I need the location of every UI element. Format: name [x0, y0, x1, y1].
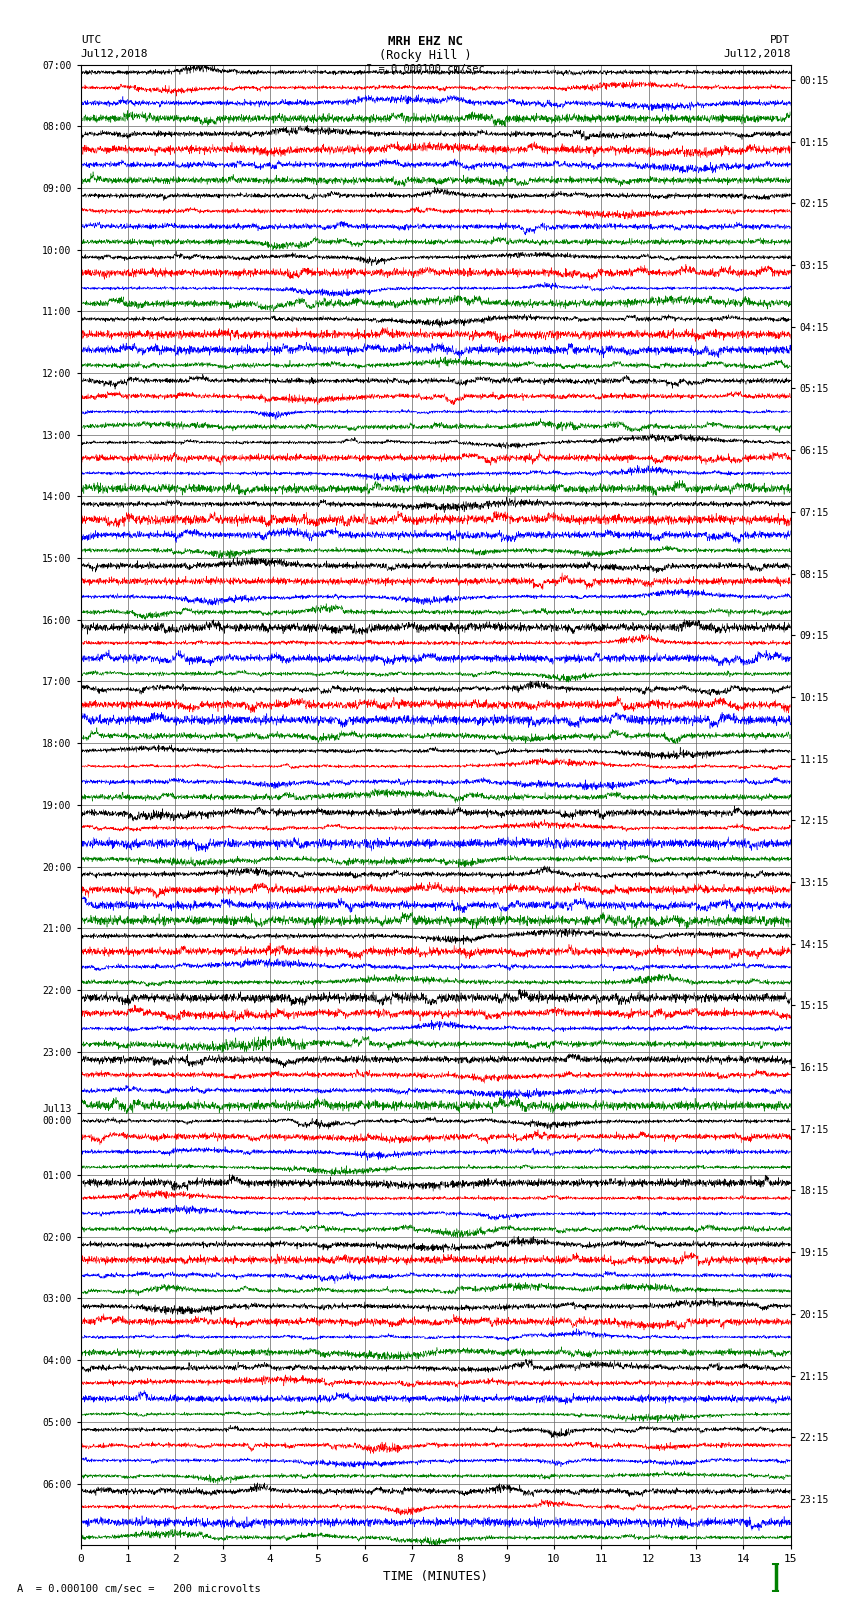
Text: A  = 0.000100 cm/sec =   200 microvolts: A = 0.000100 cm/sec = 200 microvolts [17, 1584, 261, 1594]
Text: Jul12,2018: Jul12,2018 [81, 50, 148, 60]
Text: PDT: PDT [770, 35, 790, 45]
Text: Jul12,2018: Jul12,2018 [723, 50, 791, 60]
Text: (Rocky Hill ): (Rocky Hill ) [379, 50, 471, 63]
X-axis label: TIME (MINUTES): TIME (MINUTES) [383, 1569, 488, 1582]
Text: UTC: UTC [81, 35, 101, 45]
Text: MRH EHZ NC: MRH EHZ NC [388, 35, 462, 48]
Text: I = 0.000100 cm/sec: I = 0.000100 cm/sec [366, 65, 484, 74]
